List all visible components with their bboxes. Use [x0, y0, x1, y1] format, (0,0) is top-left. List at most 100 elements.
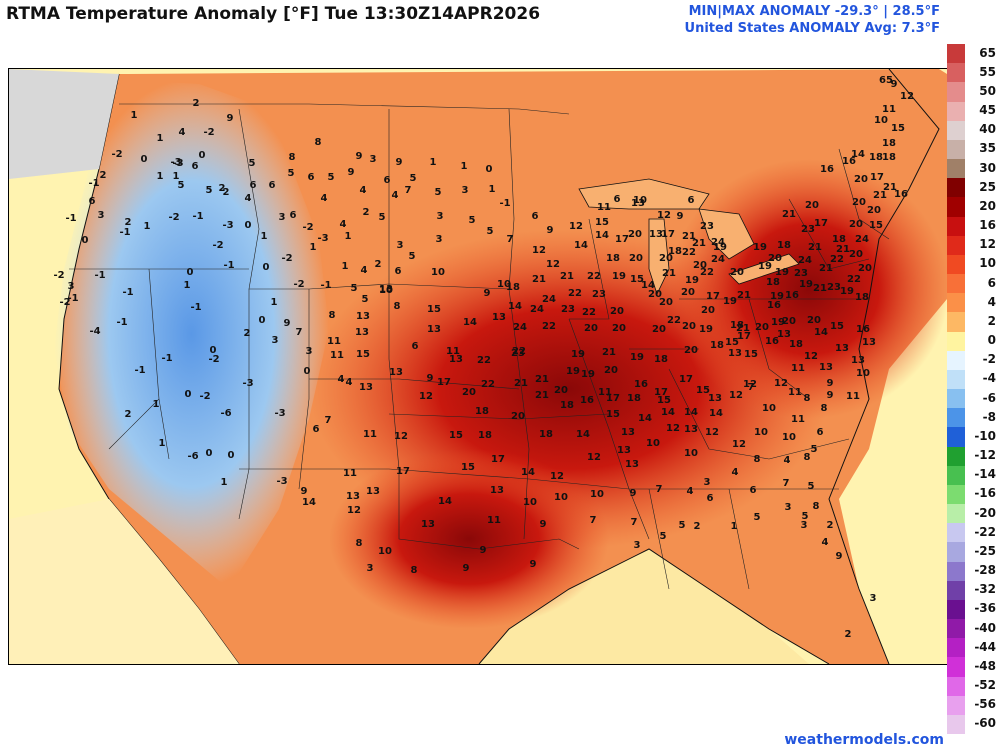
- site-credit[interactable]: weathermodels.com: [784, 732, 944, 748]
- anomaly-value-label: 5: [808, 481, 815, 492]
- anomaly-value-label: 6: [817, 427, 824, 438]
- anomaly-value-label: 3: [785, 502, 792, 513]
- anomaly-stats: MIN|MAX ANOMALY -29.3° | 28.5°F United S…: [685, 3, 940, 37]
- anomaly-value-label: 5: [802, 511, 809, 522]
- anomaly-value-label: 17: [437, 377, 451, 388]
- anomaly-value-label: 5: [469, 215, 476, 226]
- anomaly-value-label: 20: [628, 229, 642, 240]
- anomaly-value-label: 13: [356, 311, 370, 322]
- anomaly-value-label: 2: [223, 187, 230, 198]
- colorbar-tick-label: 12: [979, 237, 996, 252]
- anomaly-value-label: 1: [184, 280, 191, 291]
- east-coastline: [828, 69, 940, 664]
- anomaly-value-label: 13: [379, 284, 393, 295]
- anomaly-value-label: 21: [808, 242, 822, 253]
- colorbar-segment: [947, 427, 965, 447]
- colorbar-segment: [947, 714, 965, 735]
- anomaly-value-label: 20: [682, 321, 696, 332]
- anomaly-value-label: 8: [411, 565, 418, 576]
- anomaly-value-label: 5: [410, 173, 417, 184]
- anomaly-value-label: 8: [813, 501, 820, 512]
- anomaly-value-label: 19: [699, 324, 713, 335]
- anomaly-value-label: 17: [870, 172, 884, 183]
- anomaly-value-label: 20: [701, 305, 715, 316]
- anomaly-value-label: 8: [329, 310, 336, 321]
- anomaly-value-label: 3: [462, 185, 469, 196]
- anomaly-value-label: 1: [144, 221, 151, 232]
- anomaly-value-label: 20: [807, 315, 821, 326]
- anomaly-value-label: 16: [856, 324, 870, 335]
- lake-erie: [728, 253, 800, 285]
- lake-huron: [698, 208, 755, 260]
- anomaly-value-label: 22: [568, 288, 582, 299]
- anomaly-map: 65 9 12 11 10 15 18 14 18 18 16 16 20 17 21 21 16 20 20 20 2…: [8, 68, 948, 665]
- anomaly-value-label: 10: [497, 279, 511, 290]
- anomaly-value-label: 12: [900, 91, 914, 102]
- anomaly-value-label: -2: [203, 127, 214, 138]
- anomaly-value-label: 12: [347, 505, 361, 516]
- anomaly-value-label: 13: [449, 354, 463, 365]
- anomaly-value-label: 21: [692, 238, 706, 249]
- anomaly-value-label: 3: [68, 281, 75, 292]
- colorbar-segment: [947, 178, 965, 198]
- anomaly-value-label: 16: [894, 189, 908, 200]
- anomaly-value-label: -1: [134, 365, 145, 376]
- colorbar-tick-label: 55: [979, 64, 996, 79]
- anomaly-value-label: -3: [274, 408, 285, 419]
- colorbar-segment: [947, 197, 965, 217]
- anomaly-value-label: 5: [487, 226, 494, 237]
- anomaly-value-label: 7: [656, 484, 663, 495]
- anomaly-value-label: -3: [222, 220, 233, 231]
- anomaly-value-label: 12: [743, 379, 757, 390]
- anomaly-value-label: -2: [168, 212, 179, 223]
- anomaly-value-label: 5: [679, 520, 686, 531]
- anomaly-value-label: 18: [710, 340, 724, 351]
- anomaly-value-label: 8: [804, 452, 811, 463]
- anomaly-value-label: 3: [279, 212, 286, 223]
- anomaly-value-label: 16: [765, 336, 779, 347]
- anomaly-value-label: 2: [375, 259, 382, 270]
- anomaly-value-label: 1: [157, 171, 164, 182]
- anomaly-value-label: 13: [777, 329, 791, 340]
- anomaly-value-label: 10: [554, 492, 568, 503]
- anomaly-value-label: 13: [355, 327, 369, 338]
- anomaly-value-label: 18: [506, 282, 520, 293]
- anomaly-value-label: 5: [660, 531, 667, 542]
- anomaly-value-label: 6: [614, 194, 621, 205]
- anomaly-value-label: 11: [791, 363, 805, 374]
- anomaly-value-label: 20: [659, 297, 673, 308]
- colorbar-tick-label: 20: [979, 198, 996, 213]
- offshore-grey-nw: [9, 69, 119, 179]
- anomaly-value-label: 17: [737, 331, 751, 342]
- colorbar-tick-label: 0: [987, 333, 996, 348]
- colorbar-tick-label: -14: [974, 467, 996, 482]
- anomaly-value-label: 20: [854, 174, 868, 185]
- anomaly-value-label: 2: [827, 520, 834, 531]
- anomaly-value-label: 20: [849, 249, 863, 260]
- anomaly-value-label: 9: [227, 113, 234, 124]
- anomaly-value-label: 0: [187, 267, 194, 278]
- anomaly-value-label: 21: [819, 263, 833, 274]
- colorbar-segment: [947, 235, 965, 256]
- anomaly-value-label: 22: [847, 274, 861, 285]
- anomaly-value-label: 16: [634, 379, 648, 390]
- anomaly-value-label: 19: [840, 286, 854, 297]
- anomaly-value-label: 2: [100, 170, 107, 181]
- anomaly-value-label: 4: [179, 127, 186, 138]
- anomaly-value-label: 24: [711, 254, 725, 265]
- anomaly-value-label: 6: [532, 211, 539, 222]
- gulf-coast-fade: [479, 549, 809, 664]
- anomaly-value-label: 21: [514, 378, 528, 389]
- anomaly-value-label: 9: [427, 373, 434, 384]
- anomaly-value-label: 12: [774, 378, 788, 389]
- anomaly-value-label: 2: [125, 217, 132, 228]
- anomaly-value-label: -2: [293, 279, 304, 290]
- anomaly-value-label: 10: [874, 115, 888, 126]
- anomaly-value-label: 7: [507, 234, 514, 245]
- anomaly-value-label: 14: [302, 497, 316, 508]
- anomaly-value-label: 18: [882, 138, 896, 149]
- anomaly-value-label: 18: [855, 292, 869, 303]
- anomaly-value-label: 19: [723, 296, 737, 307]
- colorbar-segment: [947, 657, 965, 677]
